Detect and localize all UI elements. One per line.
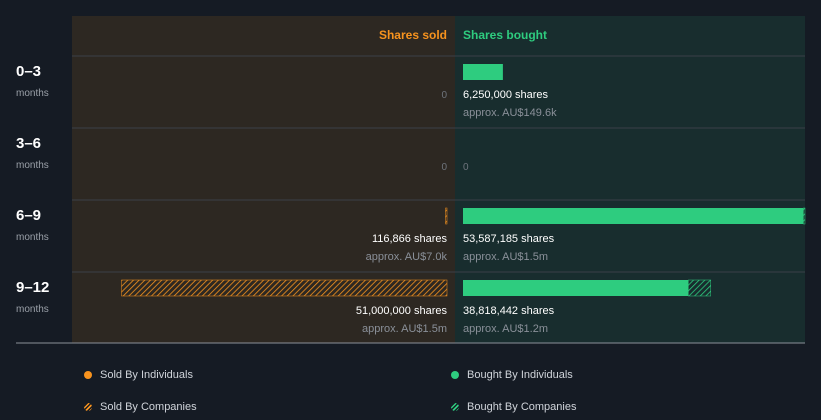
sold-individuals-dot-icon: [84, 371, 92, 379]
bought-companies-hatch-icon: [451, 403, 459, 411]
sold-approx-value: approx. AU$7.0k: [366, 251, 448, 263]
period-unit-label: months: [16, 232, 49, 243]
legend-sold-individuals: Sold By Individuals: [84, 369, 193, 381]
bought-approx-value: approx. AU$1.2m: [463, 323, 548, 335]
sold-approx-value: approx. AU$1.5m: [362, 323, 447, 335]
bought-column-header: Shares bought: [463, 28, 547, 42]
bought-individuals-bar: [463, 208, 804, 224]
period-label: 0–3: [16, 63, 41, 80]
legend-label: Bought By Individuals: [467, 369, 573, 381]
sold-shares-label: 116,866 shares: [372, 233, 448, 245]
legend-label: Sold By Companies: [100, 401, 197, 413]
bought-approx-value: approx. AU$1.5m: [463, 251, 548, 263]
bought-companies-bar: [803, 207, 806, 225]
period-unit-label: months: [16, 160, 49, 171]
bought-shares-label: 6,250,000 shares: [463, 89, 549, 101]
legend-bought-individuals: Bought By Individuals: [451, 369, 573, 381]
bought-approx-value: approx. AU$149.6k: [463, 107, 557, 119]
sold-zero-label: 0: [441, 162, 447, 173]
bought-individuals-bar: [463, 64, 503, 80]
sold-column-header: Shares sold: [379, 28, 447, 42]
bought-shares-label: 53,587,185 shares: [463, 233, 555, 245]
legend-label: Bought By Companies: [467, 401, 577, 413]
bought-zero-label: 0: [463, 162, 469, 173]
bought-companies-bar: [688, 279, 711, 297]
insider-trading-chart: Shares sold Shares bought 0–3 months 0 6,25…: [16, 16, 806, 344]
legend-sold-companies: Sold By Companies: [84, 401, 197, 413]
legend-bought-companies: Bought By Companies: [451, 401, 576, 413]
period-unit-label: months: [16, 304, 49, 315]
legend-label: Sold By Individuals: [100, 369, 193, 381]
bought-individuals-bar: [463, 280, 689, 296]
period-label: 3–6: [16, 135, 41, 152]
sold-zero-label: 0: [441, 90, 447, 101]
sold-companies-bar: [445, 207, 448, 225]
bought-shares-label: 38,818,442 shares: [463, 305, 555, 317]
period-label: 9–12: [16, 279, 49, 296]
sold-shares-label: 51,000,000 shares: [356, 305, 448, 317]
period-label: 6–9: [16, 207, 41, 224]
sold-companies-hatch-icon: [84, 403, 92, 411]
period-unit-label: months: [16, 88, 49, 99]
bought-individuals-dot-icon: [451, 371, 459, 379]
sold-companies-bar: [121, 279, 448, 297]
